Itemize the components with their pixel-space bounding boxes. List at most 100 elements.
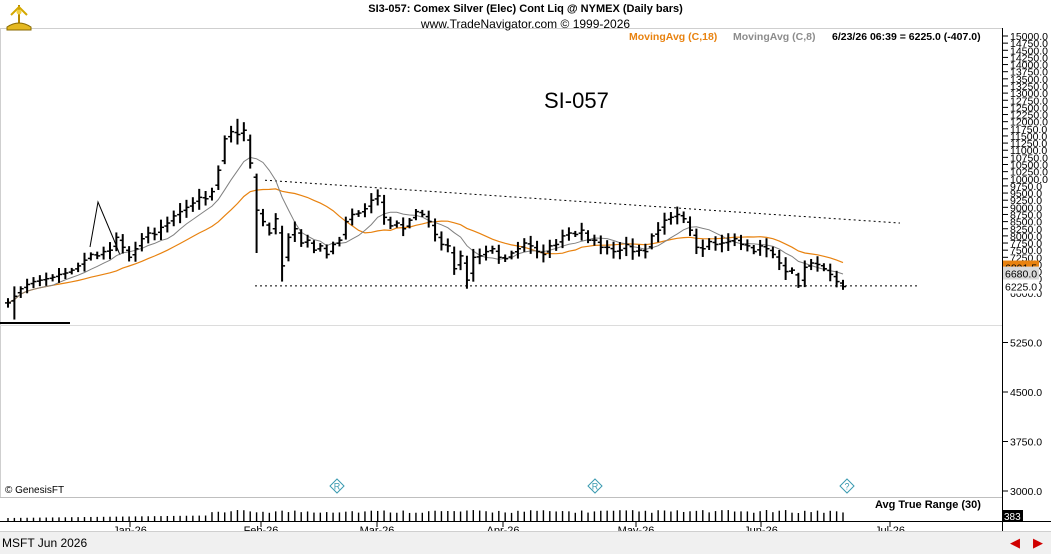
ohlc-bar	[636, 244, 643, 257]
ohlc-bar	[769, 246, 776, 259]
ohlc-bar	[540, 244, 547, 263]
ohlc-bar	[674, 206, 681, 225]
ohlc-bar	[827, 263, 834, 282]
ohlc-bar	[687, 216, 694, 236]
ohlc-bar	[30, 277, 37, 289]
ohlc-bar	[597, 235, 604, 255]
ohlc-bar	[355, 210, 362, 217]
ohlc-bar	[228, 125, 235, 143]
ma8-price-badge: 6680.0	[1003, 266, 1039, 281]
ohlc-bar	[100, 246, 107, 260]
ohlc-bar	[55, 268, 62, 283]
y-tick-label: 9750.0	[1010, 181, 1042, 193]
ohlc-bar	[610, 241, 617, 259]
ohlc-bar	[349, 208, 356, 226]
ma18-legend[interactable]: MovingAvg (C,18)	[629, 31, 718, 43]
ohlc-bar	[11, 286, 18, 320]
ohlc-bar	[387, 216, 394, 230]
scroll-left-button[interactable]: ◀	[1004, 534, 1026, 551]
ohlc-bar	[24, 278, 31, 294]
y-tick-label: 11000.0	[1010, 145, 1047, 157]
event-marker-report: R	[587, 478, 603, 494]
event-marker-text: R	[592, 482, 599, 492]
ohlc-bar	[221, 135, 228, 165]
atr-badge-text: 383	[1004, 512, 1021, 523]
ohlc-bar	[776, 249, 783, 271]
ma8-legend[interactable]: MovingAvg (C,8)	[733, 31, 816, 43]
event-diamond-icon	[587, 478, 603, 494]
ohlc-bar	[718, 234, 725, 253]
ohlc-bar	[259, 208, 266, 227]
symbol-label: MSFT Jun 2026	[2, 536, 88, 550]
ohlc-bar	[591, 234, 598, 246]
ohlc-bar	[406, 218, 413, 229]
y-tick-label: 8000.0	[1010, 231, 1042, 243]
y-tick-label: 12000.0	[1010, 117, 1048, 129]
y-tick-label: 13500.0	[1010, 74, 1048, 86]
ohlc-bar	[393, 220, 400, 228]
ohlc-bar	[234, 118, 241, 145]
y-tick-label: 14750.0	[1010, 38, 1048, 50]
ohlc-bar	[814, 256, 821, 272]
ohlc-bar	[253, 173, 260, 254]
ohlc-bar	[266, 222, 273, 236]
ohlc-bar	[808, 258, 815, 271]
ohlc-bar	[527, 235, 534, 254]
trend-layer	[0, 179, 917, 324]
ma-layer	[7, 156, 844, 304]
ohlc-bar	[432, 218, 439, 242]
ohlc-bar	[412, 208, 419, 221]
ohlc-bar	[693, 228, 700, 255]
ohlc-bar	[706, 238, 713, 251]
ohlc-bar	[330, 241, 337, 255]
ohlc-bar	[585, 230, 592, 244]
ohlc-bar	[87, 252, 94, 261]
ohlc-bar	[782, 257, 789, 280]
last-price-badge-bg	[1003, 279, 1039, 294]
ohlc-bar	[240, 122, 247, 142]
upper-trendline	[264, 179, 901, 224]
y-tick-label: 10750.0	[1010, 152, 1048, 164]
atr-label: Avg True Range (30)	[875, 499, 981, 511]
ohlc-bar	[75, 262, 82, 273]
y-tick-label: 12250.0	[1010, 110, 1048, 122]
event-marker-text: R	[334, 482, 341, 492]
arrow-right-icon: ▶	[1033, 534, 1043, 550]
y-tick-label: 8500.0	[1010, 217, 1042, 229]
ohlc-bar	[757, 239, 764, 256]
status-bar: MSFT Jun 2026 ◀ ▶	[0, 531, 1051, 554]
ohlc-bar	[750, 244, 757, 255]
marker-layer: R R?	[329, 478, 855, 494]
y-tick-label: 7750.0	[1010, 238, 1042, 250]
arrow-left-icon: ◀	[1010, 534, 1020, 550]
ohlc-bar	[470, 248, 477, 282]
ohlc-bar	[463, 255, 470, 289]
y-tick-label: 9500.0	[1010, 188, 1042, 200]
atr-badge-bg	[1003, 510, 1023, 522]
website-credit: www.TradeNavigator.com © 1999-2026	[420, 17, 631, 31]
ohlc-bar	[502, 254, 509, 262]
ohlc-bar	[661, 212, 668, 235]
ohlc-bar	[202, 191, 209, 206]
ohlc-bar	[451, 246, 458, 275]
ma8-price-badge-text: 6680.0	[1005, 269, 1037, 281]
ohlc-bar	[126, 246, 133, 262]
y-tick-label: 12750.0	[1010, 95, 1048, 107]
scroll-right-button[interactable]: ▶	[1027, 534, 1049, 551]
y-tick-label: 13750.0	[1010, 67, 1048, 79]
ohlc-bar	[559, 229, 566, 249]
event-diamond-icon	[839, 478, 855, 494]
y-tick-label: 14250.0	[1010, 52, 1048, 64]
y-tick-label: 13000.0	[1010, 88, 1048, 100]
ohlc-bar	[62, 267, 69, 280]
ohlc-bar	[164, 216, 171, 233]
last-bar-info: 6/23/26 06:39 = 6225.0 (-407.0)	[832, 31, 981, 43]
ohlc-bar	[151, 227, 158, 241]
ohlc-bar	[731, 233, 738, 247]
ohlc-bar	[36, 275, 43, 287]
ohlc-bar	[368, 193, 375, 214]
ohlc-bar	[744, 239, 751, 252]
ohlc-bar	[342, 216, 349, 240]
ohlc-bar	[68, 267, 75, 275]
